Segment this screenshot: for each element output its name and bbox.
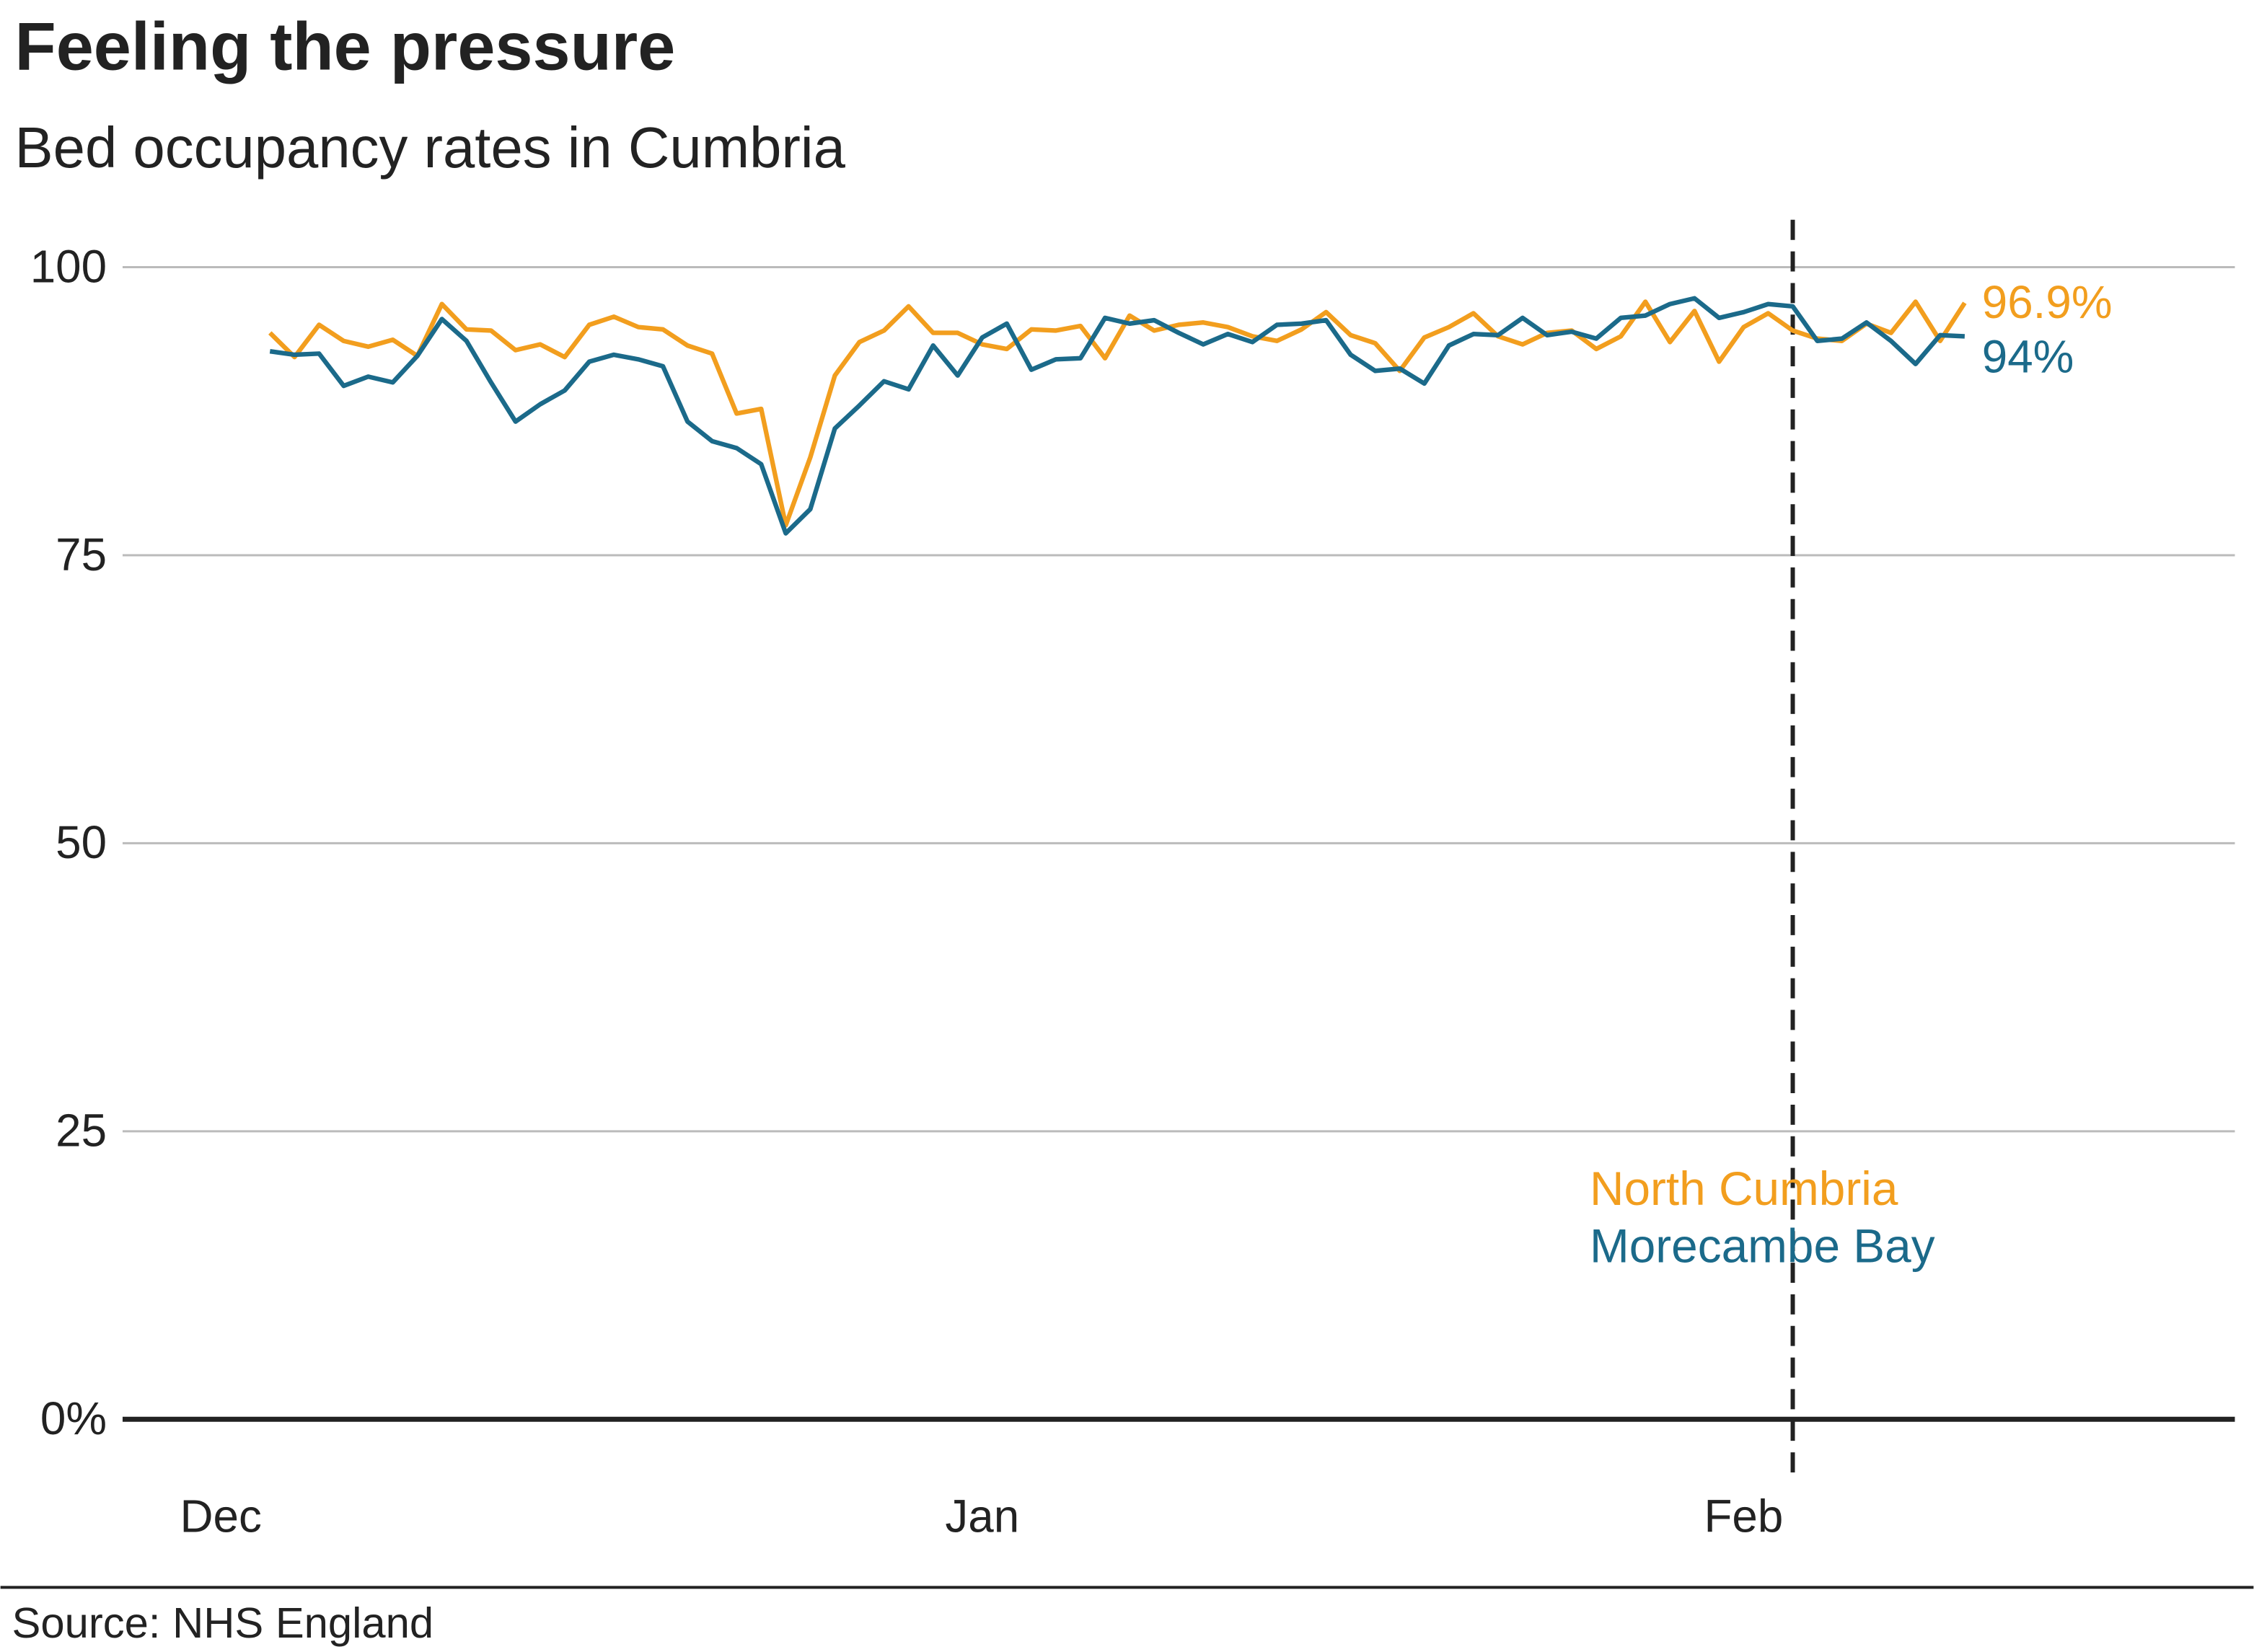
y-tick-label: 50 <box>56 816 107 868</box>
y-tick-label: 0% <box>40 1392 107 1444</box>
chart-subtitle: Bed occupancy rates in Cumbria <box>15 115 846 180</box>
x-tick-label: Dec <box>180 1490 262 1542</box>
legend-label: Morecambe Bay <box>1590 1219 1935 1273</box>
series-line <box>269 296 1965 536</box>
y-tick-label: 75 <box>56 529 107 580</box>
legend-label: North Cumbria <box>1590 1162 1898 1215</box>
source: Source: NHS England <box>12 1599 434 1647</box>
x-tick-label: Jan <box>945 1490 1019 1542</box>
end-value-label: 94% <box>1982 331 2074 383</box>
chart-title: Feeling the pressure <box>15 8 676 84</box>
end-value-label: 96.9% <box>1982 276 2113 328</box>
y-tick-label: 100 <box>30 240 107 292</box>
y-tick-label: 25 <box>56 1105 107 1157</box>
series-line <box>268 299 1967 528</box>
x-tick-label: Feb <box>1704 1490 1784 1542</box>
